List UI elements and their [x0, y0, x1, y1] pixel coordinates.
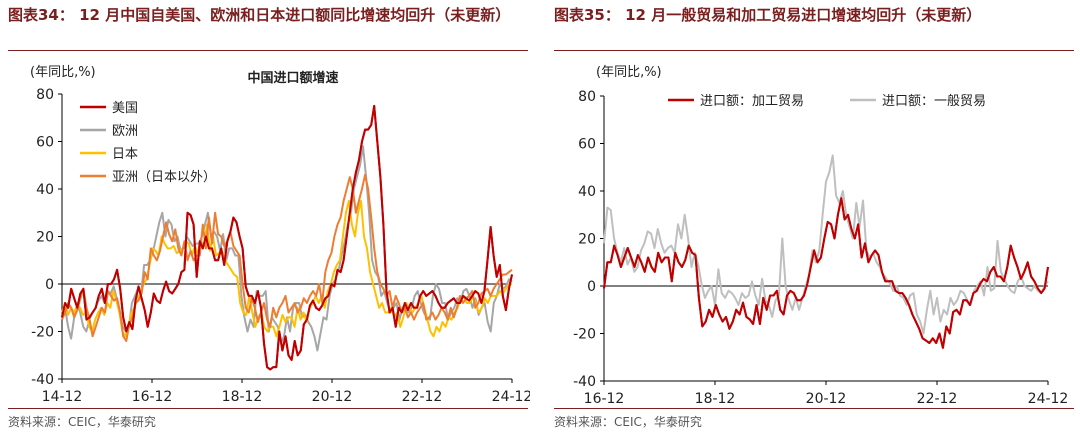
x-tick-label: 20-12 [806, 391, 847, 407]
footer-divider [554, 408, 1074, 409]
x-tick-label: 16-12 [132, 389, 173, 405]
series-line-2 [603, 154, 1049, 335]
y-tick-label: 60 [578, 137, 596, 153]
y-axis-label: (年同比,%) [596, 65, 662, 80]
legend-label: 进口额：一般贸易 [882, 93, 986, 109]
series-line-1-overlay [61, 104, 513, 371]
y-tick-label: 80 [578, 89, 596, 105]
y-tick-label: -40 [31, 372, 54, 388]
series-line-1 [61, 104, 513, 371]
y-tick-label: 40 [36, 182, 54, 198]
source-note: 资料来源：CEIC，华泰研究 [554, 415, 702, 429]
y-tick-label: 40 [578, 184, 596, 200]
y-tick-label: -40 [573, 374, 596, 390]
y-tick-label: 0 [587, 279, 596, 295]
title-divider [554, 50, 1074, 51]
figure-title: 图表35： 12 月一般贸易和加工贸易进口增速均回升（未更新） [554, 6, 982, 24]
series-line-1-overlay [603, 197, 1049, 349]
x-tick-label: 18-12 [222, 389, 263, 405]
legend-label: 美国 [112, 101, 138, 116]
footer-divider [8, 408, 528, 409]
y-axis-label: (年同比,%) [30, 65, 96, 80]
figure-title: 图表34： 12 月中国自美国、欧洲和日本进口额同比增速均回升（未更新） [8, 6, 511, 24]
y-tick-label: 20 [578, 232, 596, 248]
x-tick-label: 14-12 [42, 389, 83, 405]
legend-label: 欧洲 [112, 124, 138, 139]
x-tick-label: 16-12 [584, 391, 625, 407]
legend-label: 亚洲（日本以外） [112, 170, 216, 185]
title-divider [8, 50, 528, 51]
chart-panel-35: 图表35： 12 月一般贸易和加工贸易进口增速均回升（未更新） 80 60 40 20… [546, 0, 1076, 436]
y-tick-label: -20 [573, 327, 596, 343]
source-note: 资料来源：CEIC，华泰研究 [8, 415, 156, 429]
y-tick-label: 20 [36, 230, 54, 246]
series-line-4 [61, 173, 513, 342]
x-tick-label: 22-12 [402, 389, 443, 405]
y-tick-label: 60 [36, 135, 54, 151]
x-tick-label: 24-12 [1028, 391, 1069, 407]
chart-title: 中国进口额增速 [247, 70, 338, 86]
x-tick-label: 18-12 [695, 391, 736, 407]
chart-panel-34: 图表34： 12 月中国自美国、欧洲和日本进口额同比增速均回升（未更新） 80 6… [0, 0, 530, 436]
series-line-3 [61, 199, 512, 338]
x-tick-label: 22-12 [917, 391, 958, 407]
x-tick-label: 20-12 [312, 389, 353, 405]
legend-label: 进口额：加工贸易 [700, 94, 804, 109]
x-tick-label: 24-12 [492, 389, 530, 405]
legend-label: 日本 [112, 147, 138, 162]
y-tick-label: 0 [45, 277, 54, 293]
y-tick-label: 80 [36, 87, 54, 103]
y-tick-label: -20 [31, 325, 54, 341]
